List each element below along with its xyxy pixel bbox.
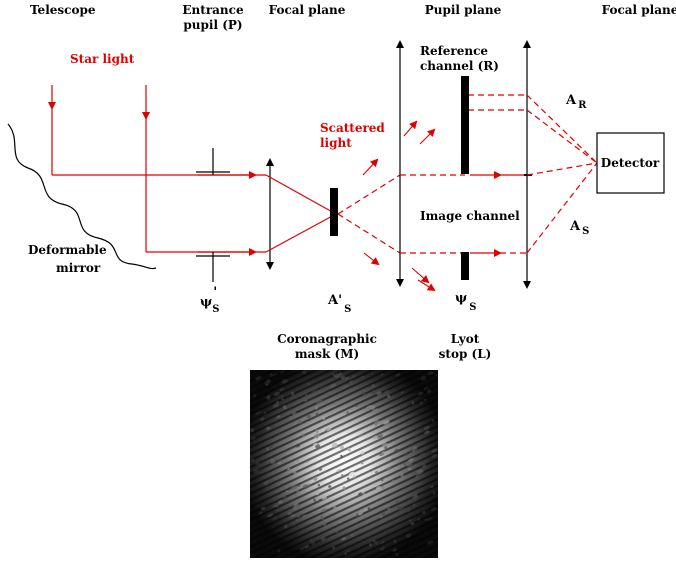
detector-label: Detector	[601, 156, 660, 170]
scatter-arrow-1	[362, 158, 379, 176]
scatter-arrow-4	[419, 128, 436, 145]
lyot-stop-upper	[461, 76, 469, 174]
diverging-beam-upper	[337, 174, 401, 215]
to-detector-ref-upper	[526, 94, 598, 164]
to-detector-img-upper	[526, 162, 598, 176]
reference-channel-label-line1: Reference	[420, 44, 488, 58]
scatter-arrow-3	[403, 120, 418, 137]
image-channel-label: Image channel	[420, 209, 520, 223]
coronagraphic-mask	[330, 188, 338, 236]
detector-box	[596, 132, 665, 194]
coronagraphic-mask-label-line2: mask (M)	[295, 347, 359, 361]
lyot-stop-lower	[461, 252, 469, 280]
diverging-beam-lower	[337, 213, 401, 254]
deformable-mirror-surface	[7, 123, 157, 270]
header-pupil-plane: Pupil plane	[425, 3, 502, 17]
to-detector-ref-lower	[526, 109, 598, 164]
scatter-arrow-2	[363, 252, 380, 266]
header-focal-plane-2: Focal plane	[602, 3, 676, 17]
to-detector-img-lower	[526, 162, 598, 254]
scattered-light-label-line1: Scattered	[320, 121, 385, 135]
reference-channel-label-line2: channel (R)	[420, 59, 499, 73]
lyot-stop-label-line1: Lyot	[451, 332, 480, 346]
scattered-light-label-line2: light	[320, 136, 352, 150]
a-prime-s-symbol: A'S	[327, 293, 351, 315]
speckle-pattern-image	[250, 370, 438, 558]
header-entrance-line1: Entrance	[182, 3, 244, 17]
scatter-arrow-6	[417, 279, 436, 292]
scatter-arrow-5	[411, 267, 430, 284]
star-light-label: Star light	[70, 52, 135, 66]
converging-beam-upper	[265, 174, 337, 215]
psi-s-lyot-symbol: ψS	[455, 291, 476, 313]
header-entrance-line2: pupil (P)	[183, 18, 242, 32]
header-telescope: Telescope	[30, 3, 96, 17]
deformable-mirror-label-line1: Deformable	[28, 243, 107, 257]
coronagraphic-mask-label-line1: Coronagraphic	[277, 332, 377, 346]
deformable-mirror-label-line2: mirror	[56, 261, 101, 275]
psi-prime-s-symbol: ψ' S	[200, 285, 219, 315]
header-focal-plane-1: Focal plane	[269, 3, 346, 17]
lyot-stop-label-line2: stop (L)	[439, 347, 492, 361]
converging-beam-lower	[265, 213, 337, 253]
